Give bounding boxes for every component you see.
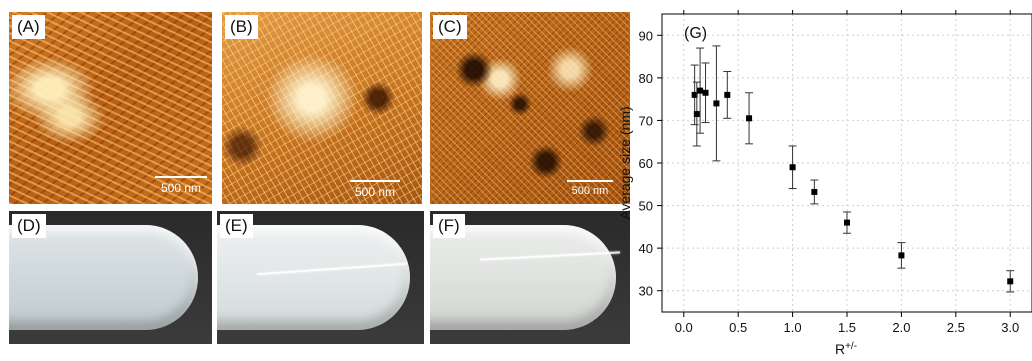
- y-axis: 30 40 50 60 70 80 90: [639, 28, 662, 299]
- x-axis-label: R+/-: [835, 341, 857, 357]
- data-point: [691, 91, 698, 98]
- data-point: [724, 91, 731, 98]
- scale-bar-c-text: 500 nm: [571, 185, 609, 197]
- panel-label-a: (A): [12, 15, 45, 39]
- x-tick-label: 2.5: [947, 320, 965, 335]
- data-point: [898, 252, 905, 259]
- x-tick-label: 0.5: [729, 320, 747, 335]
- data-points: [690, 45, 1015, 293]
- scale-bar-c: 500 nm: [567, 180, 613, 197]
- afm-image-c: (C) 500 nm: [430, 12, 630, 204]
- scale-bar-a: 500 nm: [155, 176, 207, 195]
- scale-bar-b: 500 nm: [350, 180, 400, 199]
- data-point: [789, 164, 796, 171]
- panel-label-e: (E): [220, 214, 253, 238]
- y-tick-label: 40: [639, 241, 653, 256]
- x-tick-label: 3.0: [1001, 320, 1019, 335]
- x-tick-label: 1.0: [784, 320, 802, 335]
- y-tick-label: 50: [639, 199, 653, 214]
- chart-svg: 0.0 0.5 1.0 1.5 2.0 2.5 3.0 30 40 50 60 70 80 90 (G)…: [617, 10, 1032, 357]
- y-axis-label: Average size (nm): [618, 106, 633, 219]
- vial-f: [430, 225, 616, 330]
- vial-photo-f: (F): [430, 211, 630, 344]
- y-tick-label: 30: [639, 284, 653, 299]
- data-point: [844, 219, 850, 226]
- panel-label-f: (F): [433, 214, 465, 238]
- y-tick-label: 90: [639, 28, 653, 43]
- vial-photo-d: (D): [9, 211, 212, 344]
- vial-e: [217, 225, 410, 330]
- y-tick-label: 70: [639, 113, 653, 128]
- x-tick-label: 0.0: [675, 320, 693, 335]
- data-point: [697, 87, 704, 94]
- data-point: [1007, 278, 1014, 285]
- data-point: [713, 100, 720, 107]
- x-tick-label: 2.0: [892, 320, 910, 335]
- size-chart: 0.0 0.5 1.0 1.5 2.0 2.5 3.0 30 40 50 60 70 80 90 (G)…: [617, 0, 1032, 357]
- data-point: [746, 115, 753, 122]
- panel-label-c: (C): [433, 15, 467, 39]
- x-axis: 0.0 0.5 1.0 1.5 2.0 2.5 3.0: [675, 10, 1019, 335]
- afm-image-b: (B) 500 nm: [222, 12, 422, 204]
- data-point: [811, 188, 818, 195]
- x-tick-label: 1.5: [838, 320, 856, 335]
- panel-label-b: (B): [225, 15, 258, 39]
- panel-label-d: (D): [12, 214, 46, 238]
- y-tick-label: 60: [639, 156, 653, 171]
- vial-photo-e: (E): [217, 211, 424, 344]
- y-tick-label: 80: [639, 71, 653, 86]
- afm-image-a: (A) 500 nm: [9, 12, 212, 204]
- scale-bar-a-text: 500 nm: [160, 181, 202, 195]
- chart-panel-label: (G): [684, 25, 707, 42]
- vial-d: [9, 225, 198, 330]
- scale-bar-b-text: 500 nm: [354, 185, 396, 199]
- data-point: [693, 111, 700, 118]
- grid-lines: [662, 14, 1032, 312]
- data-point: [702, 89, 709, 96]
